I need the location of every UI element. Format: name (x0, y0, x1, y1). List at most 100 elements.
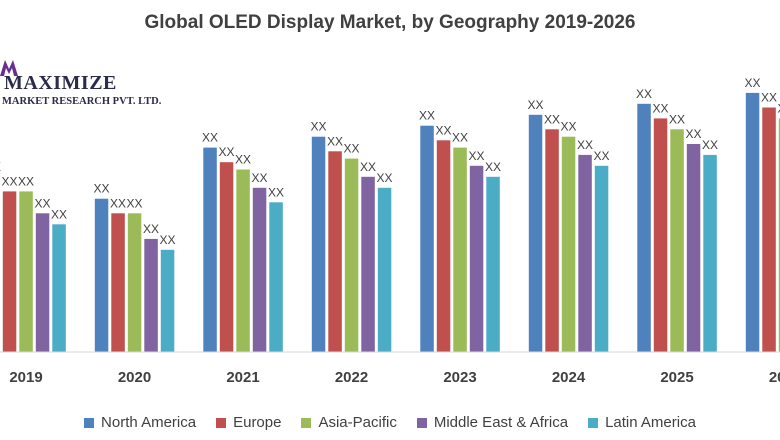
x-tick-label: 2020 (118, 369, 151, 386)
data-label: XX (544, 112, 560, 126)
bar-2019-latin-america (52, 224, 66, 353)
legend-swatch (216, 417, 227, 428)
bar-2021-middle-east-africa (252, 187, 267, 353)
data-label: XX (636, 87, 652, 101)
data-label: XX (126, 196, 142, 210)
data-label: XX (560, 120, 576, 134)
legend-label: Asia-Pacific (318, 414, 397, 431)
bar-2026-europe (762, 107, 776, 352)
legend-swatch (301, 417, 312, 428)
bar-2022-latin-america (377, 187, 392, 353)
data-label: XX (452, 131, 468, 145)
x-tick-label: 2021 (226, 369, 259, 386)
bar-2023-asia-pacific (453, 147, 467, 352)
bar-2025-asia-pacific (670, 129, 684, 352)
bar-2020-asia-pacific (127, 213, 142, 352)
data-label: XX (34, 196, 50, 210)
data-label: XX (593, 149, 609, 163)
data-label: XX (1, 174, 17, 188)
company-logo: MAXIMIZE MARKET RESEARCH PVT. LTD. (0, 56, 162, 112)
logo-sub-text: MARKET RESEARCH PVT. LTD. (2, 96, 162, 107)
bar-2024-latin-america (594, 165, 609, 352)
data-label: XX (310, 120, 326, 134)
x-tick-label: 2024 (552, 369, 586, 386)
data-label: XX (485, 160, 501, 174)
bar-2023-europe (436, 140, 451, 352)
data-label: XX (51, 207, 67, 221)
bar-2024-europe (545, 129, 559, 352)
logo-mark-icon (0, 60, 18, 76)
bar-2025-middle-east-africa (686, 144, 701, 352)
x-tick-label: 2019 (9, 369, 42, 386)
x-tick-labels-layer: 2019 2020 2021 2022 2023 2024 2025 2026 (9, 369, 780, 386)
data-label: XX (343, 142, 359, 156)
bar-2026-asia-pacific (778, 118, 780, 353)
data-label: XX (468, 149, 484, 163)
bar-2019-middle-east-africa (35, 213, 50, 352)
data-label: XX (93, 182, 109, 196)
legend-swatch (84, 417, 95, 428)
legend-item: Asia-Pacific (301, 414, 397, 431)
bar-2022-europe (328, 151, 342, 353)
bar-2025-latin-america (703, 154, 717, 352)
data-label: XX (652, 101, 668, 115)
bar-2023-north-america (420, 125, 434, 352)
x-tick-label: 2023 (443, 369, 476, 386)
bar-2023-middle-east-africa (469, 165, 484, 352)
data-label: XX (159, 233, 175, 247)
data-label: XX (327, 134, 343, 148)
bar-2026-north-america (745, 92, 760, 353)
bar-2024-asia-pacific (561, 136, 576, 352)
legend-item: North America (84, 414, 196, 431)
data-label: XX (18, 174, 34, 188)
data-label: XX (527, 98, 543, 112)
x-tick-label: 2022 (335, 369, 368, 386)
legend-label: Europe (233, 414, 282, 431)
bar-2022-middle-east-africa (361, 176, 375, 352)
data-label: XX (435, 123, 451, 137)
data-label: XX (419, 109, 435, 123)
data-label: XX (251, 171, 267, 185)
data-label: XX (376, 171, 392, 185)
bar-2021-latin-america (269, 202, 283, 352)
legend-label: Latin America (605, 414, 696, 431)
legend-item: Europe (216, 414, 281, 431)
data-label: XX (761, 91, 777, 105)
bar-2022-north-america (311, 136, 326, 352)
bar-2021-north-america (203, 147, 217, 352)
bar-2025-europe (653, 118, 668, 353)
bars-layer (2, 92, 780, 353)
legend-item: Middle East & Africa (416, 414, 569, 431)
data-label: XX (0, 160, 1, 174)
bar-2021-asia-pacific (236, 169, 250, 352)
legend-item: Latin America (588, 414, 696, 431)
bar-2020-latin-america (160, 249, 175, 352)
bar-2024-middle-east-africa (578, 154, 592, 352)
data-label: XX (235, 153, 251, 167)
bar-2020-middle-east-africa (144, 238, 158, 352)
x-tick-label: 2026 (769, 369, 780, 386)
bar-2020-north-america (94, 198, 109, 352)
bar-2023-latin-america (486, 176, 500, 352)
chart-title: Global OLED Display Market, by Geography… (144, 12, 636, 33)
data-label: XX (218, 145, 234, 159)
bar-2022-asia-pacific (344, 158, 359, 352)
data-label: XX (202, 131, 218, 145)
legend-label: North America (101, 414, 197, 431)
logo-main-text: MAXIMIZE (4, 72, 117, 94)
data-label: XX (669, 112, 685, 126)
bar-2025-north-america (637, 103, 651, 352)
x-tick-label: 2025 (660, 369, 693, 386)
data-label: XX (268, 185, 284, 199)
chart-legend: North America Europe Asia-Pacific Middle Ea… (0, 414, 780, 431)
bar-2020-europe (111, 213, 125, 352)
data-label: XX (110, 196, 126, 210)
legend-label: Middle East & Africa (433, 414, 569, 431)
data-label: XX (360, 160, 376, 174)
data-label: XX (685, 127, 701, 141)
legend-swatch (588, 417, 599, 428)
legend-swatch (416, 417, 427, 428)
bar-2019-asia-pacific (19, 191, 33, 352)
